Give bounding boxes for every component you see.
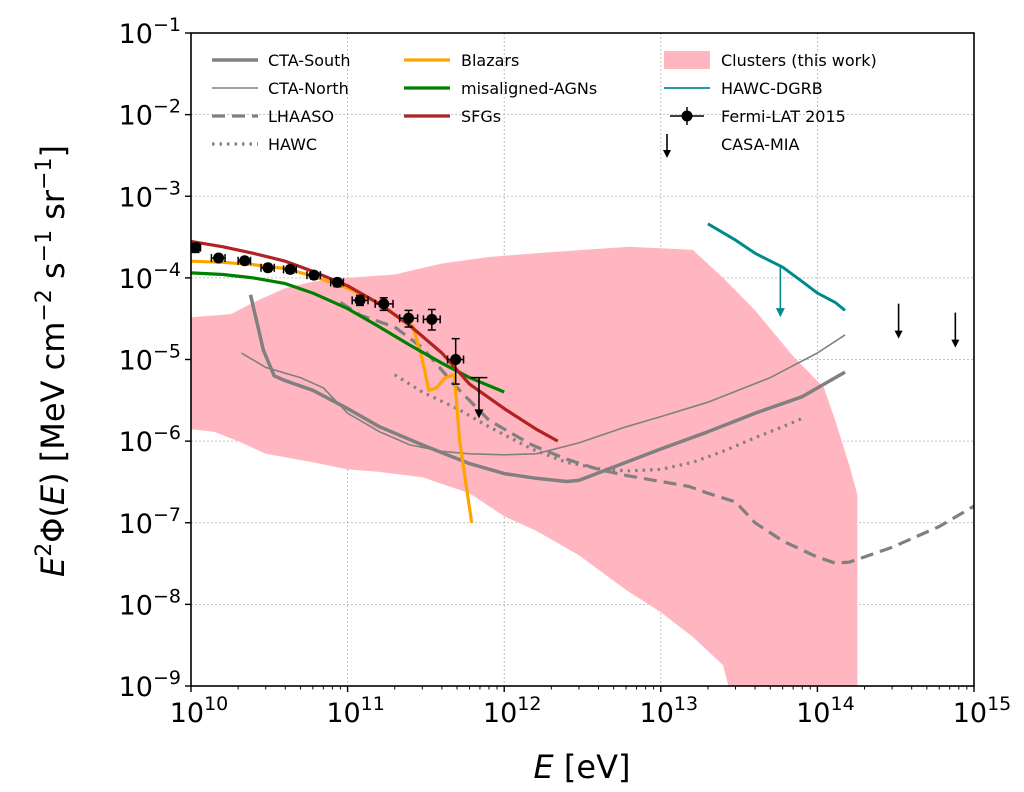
y-tick-label: 10−7	[119, 504, 181, 540]
x-tick-label: 1011	[326, 693, 385, 729]
legend-entry-lhaaso: LHAASO	[212, 107, 334, 126]
fermi-point	[191, 242, 202, 254]
x-tick-label: 1015	[953, 693, 1012, 729]
fermi-point	[446, 337, 465, 385]
legend-entry-cta-north: CTA-North	[212, 79, 349, 98]
fermi-marker	[354, 294, 366, 306]
y-tick-label: 10−4	[119, 259, 181, 295]
legend-swatch-arrow-head	[663, 150, 671, 158]
legend-entry-sfgs: SFGs	[404, 107, 501, 126]
legend-label: CASA-MIA	[721, 135, 799, 154]
fermi-marker	[426, 313, 438, 325]
legend-entry-misaligned-agns: misaligned-AGNs	[404, 79, 597, 98]
fermi-upper-limit-arrow-head	[474, 409, 484, 419]
legend-label: Fermi-LAT 2015	[721, 107, 846, 126]
fermi-point	[260, 262, 275, 274]
fermi-marker	[284, 263, 296, 275]
legend-entry-hawc: HAWC	[212, 135, 317, 154]
legend-entry-blazars: Blazars	[404, 51, 519, 70]
fermi-marker	[239, 255, 251, 267]
fermi-marker	[378, 298, 390, 310]
legend-entry-casa: CASA-MIA	[663, 134, 799, 158]
y-tick-label: 10−6	[119, 422, 181, 458]
legend-entry-fermi: Fermi-LAT 2015	[670, 107, 846, 126]
y-tick-label: 10−5	[119, 341, 181, 377]
legend-swatch	[664, 51, 710, 69]
cta-north-line	[241, 334, 846, 456]
legend-swatch-arrow	[663, 134, 671, 158]
legend: CTA-South CTA-North LHAASO HAWC Blazars misal…	[212, 51, 877, 158]
plot-area	[191, 222, 974, 686]
fermi-marker	[331, 276, 343, 288]
fermi-marker	[262, 262, 274, 274]
lhaaso-line	[339, 301, 974, 565]
legend-entry-hawc-dgrb: HAWC-DGRB	[664, 79, 823, 98]
legend-label: HAWC	[268, 135, 317, 154]
legend-label: CTA-South	[268, 51, 351, 70]
legend-swatch-marker	[681, 110, 693, 122]
casa-mia-limits	[894, 303, 960, 348]
y-axis-label: E2Φ(E) [MeV cm−2 s−1 sr−1]	[32, 145, 72, 577]
fermi-point	[329, 276, 345, 288]
fermi-point	[351, 294, 369, 307]
casa-mia-arrow	[894, 303, 903, 339]
hawc-line	[393, 373, 803, 473]
legend-label: SFGs	[461, 107, 501, 126]
legend-label: misaligned-AGNs	[461, 79, 597, 98]
legend-label: Clusters (this work)	[721, 51, 877, 70]
fermi-point	[282, 263, 298, 275]
fermi-point	[374, 297, 394, 312]
fermi-marker	[191, 242, 202, 254]
fermi-upper-limit-arrow	[474, 377, 484, 419]
fermi-point	[422, 308, 441, 331]
y-tick-label: 10−9	[119, 667, 181, 703]
fermi-lat-points	[191, 242, 488, 419]
fermi-point	[210, 252, 226, 264]
fermi-point	[237, 255, 252, 267]
legend-entry-cta-south: CTA-South	[212, 51, 351, 70]
misaligned-agns-line	[191, 271, 505, 394]
hawc-dgrb-limit-arrow-head	[775, 308, 785, 318]
fermi-point	[306, 269, 322, 281]
cta-south-line	[248, 294, 846, 484]
casa-mia-arrow-head	[951, 339, 960, 348]
y-tick-label: 10−1	[119, 14, 181, 50]
x-tick-label: 1010	[170, 693, 229, 729]
y-tick-label: 10−3	[119, 177, 181, 213]
legend-label: CTA-North	[268, 79, 349, 98]
hawc-dgrb-limit-arrow	[775, 265, 785, 318]
y-tick-label: 10−8	[119, 585, 181, 621]
fermi-marker	[308, 269, 320, 281]
legend-label: LHAASO	[268, 107, 334, 126]
legend-entry-clusters: Clusters (this work)	[664, 51, 877, 70]
fermi-marker	[450, 354, 462, 365]
casa-mia-arrow-head	[894, 330, 903, 339]
legend-label: Blazars	[461, 51, 519, 70]
x-tick-label: 1012	[483, 693, 542, 729]
clusters-band	[191, 246, 858, 686]
x-tick-label: 1013	[640, 693, 699, 729]
fermi-marker	[213, 252, 225, 264]
x-axis-label: E [eV]	[534, 748, 631, 786]
fermi-point	[398, 309, 419, 328]
axis-ticks: 1010 1011 1012 1013 1014 1015 10−9 10−8 10−7 10−6…	[119, 14, 1012, 729]
y-tick-label: 10−2	[119, 96, 181, 132]
legend-label: HAWC-DGRB	[721, 79, 823, 98]
casa-mia-arrow	[951, 312, 960, 348]
fermi-marker	[403, 312, 415, 324]
hawc-dgrb-line	[707, 222, 846, 312]
x-tick-label: 1014	[796, 693, 855, 729]
